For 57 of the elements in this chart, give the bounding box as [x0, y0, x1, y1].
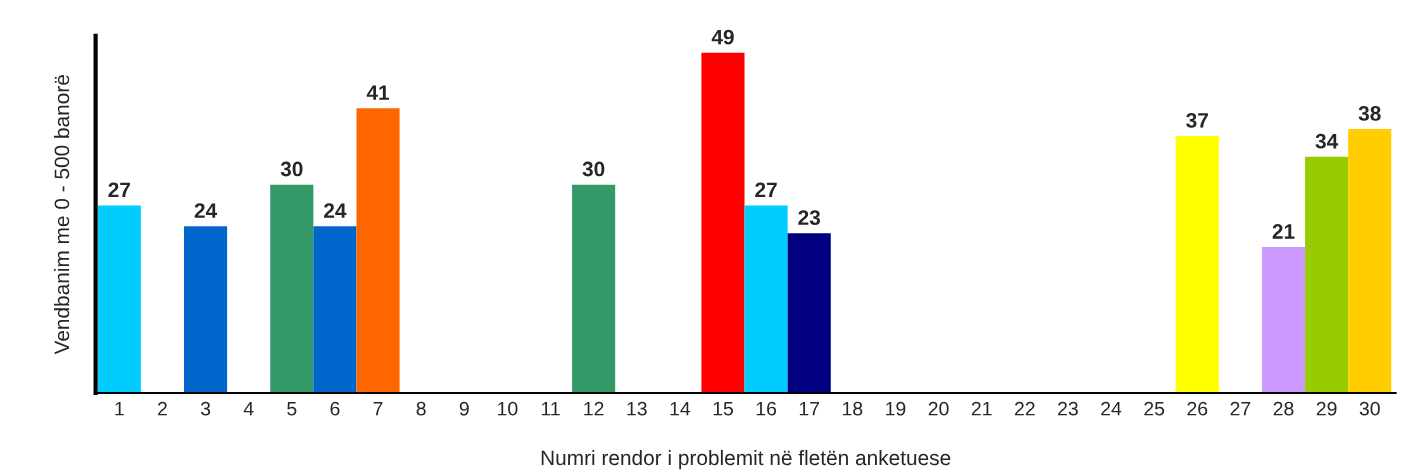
x-tick-label: 7 — [373, 401, 383, 416]
x-tick-label: 10 — [498, 401, 518, 416]
x-tick-label: 27 — [1230, 401, 1251, 416]
x-tick-label: 5 — [287, 401, 297, 416]
data-label: 27 — [755, 182, 777, 197]
x-tick-label: 6 — [330, 401, 340, 416]
bar — [356, 108, 400, 393]
data-label: 24 — [324, 203, 347, 218]
x-tick-label: 1 — [115, 401, 124, 416]
bar — [313, 226, 357, 393]
x-tick-label: 17 — [799, 401, 820, 416]
bar — [1305, 156, 1349, 393]
x-tick-label: 14 — [670, 401, 691, 416]
bar — [744, 205, 788, 393]
x-tick-label: 29 — [1316, 401, 1337, 416]
y-axis-title: Vendbanim me 0 - 500 banorë — [53, 75, 70, 355]
bar — [572, 184, 616, 393]
bar — [701, 52, 745, 393]
x-tick-label: 16 — [756, 401, 777, 416]
x-tick-label: 26 — [1187, 401, 1208, 416]
x-tick-label: 23 — [1058, 401, 1078, 416]
x-tick-label: 8 — [416, 401, 426, 416]
x-tick-label: 2 — [158, 401, 167, 416]
data-label: 37 — [1186, 113, 1208, 128]
x-tick-label: 19 — [886, 401, 906, 416]
x-tick-label: 21 — [971, 401, 992, 416]
x-tick-label: 22 — [1014, 401, 1035, 416]
x-tick-label: 9 — [459, 401, 469, 416]
x-tick-label: 28 — [1273, 401, 1294, 416]
bar — [787, 233, 831, 393]
data-label: 30 — [280, 161, 303, 177]
data-label: 34 — [1315, 133, 1339, 149]
bar — [270, 184, 314, 393]
bar — [1348, 129, 1392, 393]
data-label: 24 — [194, 203, 218, 218]
x-tick-label: 11 — [541, 401, 560, 416]
data-label: 27 — [108, 182, 130, 197]
x-tick-label: 18 — [842, 401, 863, 416]
data-label: 21 — [1272, 224, 1295, 239]
x-tick-label: 25 — [1144, 401, 1165, 416]
data-label: 38 — [1358, 106, 1381, 121]
x-tick-label: 15 — [713, 401, 733, 416]
x-axis-title: Numri rendor i problemit në fletën anketuese — [541, 449, 951, 470]
x-tick-label: 24 — [1101, 401, 1122, 416]
data-label: 49 — [711, 29, 734, 45]
data-label: 23 — [798, 210, 821, 225]
x-tick-label: 4 — [243, 401, 254, 416]
data-label: 41 — [366, 85, 390, 100]
x-tick-label: 12 — [584, 401, 604, 416]
bar — [1261, 247, 1306, 393]
x-tick-label: 13 — [627, 401, 647, 416]
data-label: 30 — [582, 161, 605, 177]
x-tick-label: 30 — [1359, 401, 1380, 416]
x-tick-label: 3 — [200, 401, 211, 416]
bar — [1175, 136, 1219, 393]
bar — [184, 226, 228, 393]
x-tick-label: 20 — [928, 401, 949, 416]
